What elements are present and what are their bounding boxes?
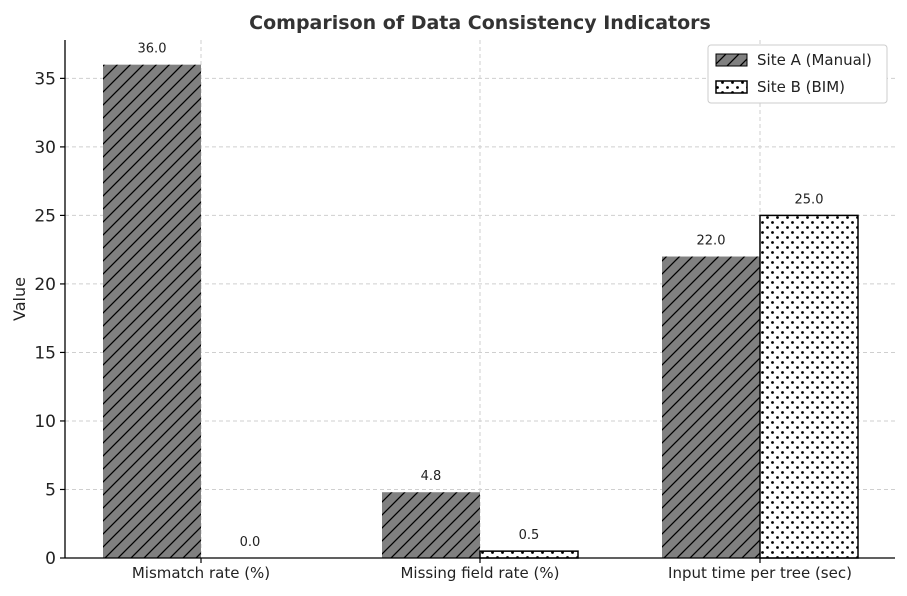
x-tick-label: Missing field rate (%) [400,564,559,582]
y-tick-label: 35 [34,69,56,89]
bar-value-label: 4.8 [421,469,442,484]
y-tick-label: 10 [34,412,56,432]
bar-value-labels: 36.0 4.8 22.0 0.0 0.5 25.0 [138,42,824,550]
bar [662,256,760,558]
bar [759,214,859,559]
y-tick-label: 25 [34,206,56,226]
bars [103,64,859,559]
bar-value-label: 0.0 [240,535,261,550]
tick-labels: 0 5 10 15 20 25 30 35 Mismatch rate (%) Missing f… [34,69,852,582]
bar-value-label: 36.0 [138,42,167,57]
bar-value-label: 25.0 [795,192,824,207]
bar [382,492,480,558]
legend-label-site-b: Site B (BIM) [757,78,845,96]
x-tick-label: Mismatch rate (%) [132,564,270,582]
legend-label-site-a: Site A (Manual) [757,51,872,69]
x-tick-label: Input time per tree (sec) [668,564,852,582]
y-tick-label: 30 [34,138,56,158]
y-axis-label: Value [10,277,29,321]
bar-value-label: 0.5 [519,528,540,543]
bar-value-label: 22.0 [697,234,726,249]
y-tick-label: 0 [45,549,56,569]
legend-swatch-site-a [715,53,748,67]
bar [479,550,579,559]
bar [103,64,201,559]
y-tick-label: 5 [45,480,56,500]
chart-title: Comparison of Data Consistency Indicator… [249,12,711,34]
y-tick-label: 15 [34,343,56,363]
legend-swatch-site-b [715,80,748,94]
legend: Site A (Manual) Site B (BIM) [707,44,888,104]
legend-frame [707,44,888,104]
y-tick-label: 20 [34,275,56,295]
